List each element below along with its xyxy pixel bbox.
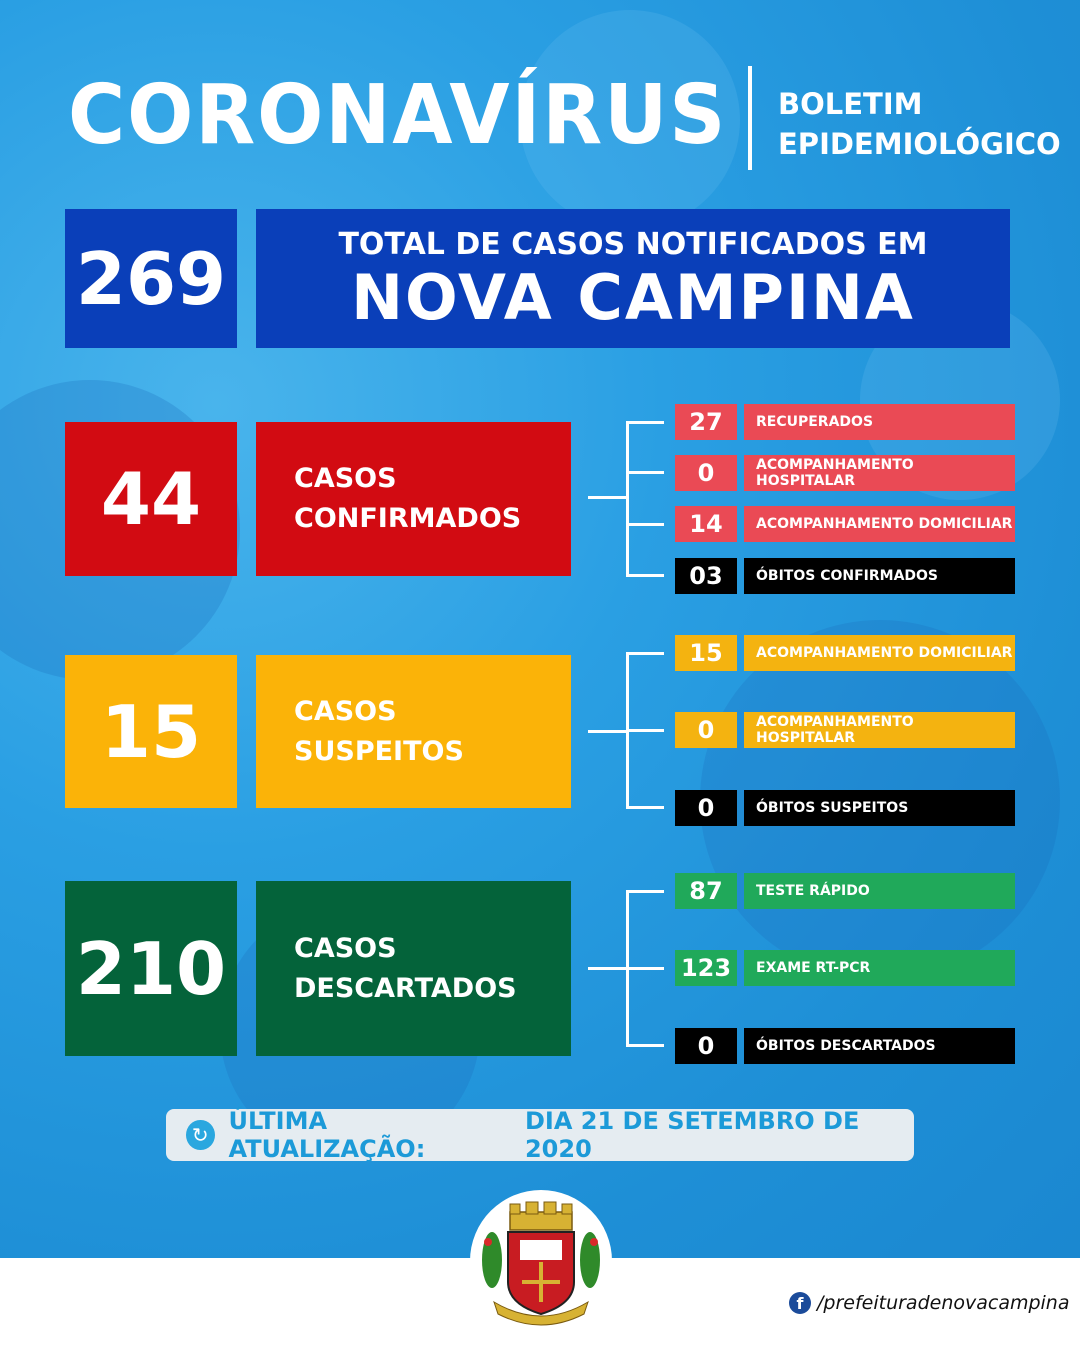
confirmed-hospital-value: 0 bbox=[675, 455, 737, 491]
total-cases-label: TOTAL DE CASOS NOTIFICADOS EM NOVA CAMPI… bbox=[256, 209, 1010, 348]
connector-line bbox=[626, 523, 664, 526]
connector-line bbox=[626, 729, 664, 732]
coat-of-arms-icon bbox=[482, 1201, 600, 1326]
last-update-bar: ↻ ÚLTIMA ATUALIZAÇÃO: DIA 21 DE SETEMBRO… bbox=[166, 1107, 914, 1163]
suspect-hospital-label: ACOMPANHAMENTO HOSPITALAR bbox=[744, 712, 1015, 748]
confirmed-label-line-2: CONFIRMADOS bbox=[294, 503, 522, 534]
connector-line bbox=[588, 967, 628, 970]
virus-background-shape bbox=[520, 10, 740, 230]
page-title: CORONAVÍRUS bbox=[68, 68, 728, 163]
connector-line bbox=[588, 730, 628, 733]
rapid-test-value: 87 bbox=[675, 873, 737, 909]
rapid-test-label: TESTE RÁPIDO bbox=[744, 873, 1015, 909]
suspect-label-line-1: CASOS bbox=[294, 695, 397, 727]
last-update-label: ÚLTIMA ATUALIZAÇÃO: bbox=[228, 1107, 426, 1163]
connector-line bbox=[626, 890, 664, 893]
confirmed-deaths-label: ÓBITOS CONFIRMADOS bbox=[744, 558, 1015, 594]
suspect-deaths-label: ÓBITOS SUSPEITOS bbox=[744, 790, 1015, 826]
connector-line bbox=[626, 652, 664, 655]
confirmed-cases-label: CASOS CONFIRMADOS bbox=[256, 422, 571, 576]
suspect-deaths-value: 0 bbox=[675, 790, 737, 826]
facebook-icon: f bbox=[789, 1292, 811, 1314]
suspect-home-value: 15 bbox=[675, 635, 737, 671]
discarded-label-line-1: CASOS bbox=[294, 932, 397, 964]
last-update-value: DIA 21 DE SETEMBRO DE 2020 bbox=[524, 1107, 860, 1163]
discarded-cases-label: CASOS DESCARTADOS bbox=[256, 881, 571, 1056]
rt-pcr-label: EXAME RT-PCR bbox=[744, 950, 1015, 986]
discarded-deaths-value: 0 bbox=[675, 1028, 737, 1064]
total-cases-value: 269 bbox=[65, 209, 237, 348]
header-subtitle: BOLETIM EPIDEMIOLÓGICO bbox=[778, 84, 1061, 164]
connector-line bbox=[626, 806, 664, 809]
discarded-cases-value: 210 bbox=[65, 881, 237, 1056]
connector-line bbox=[626, 967, 664, 970]
subtitle-line-2: EPIDEMIOLÓGICO bbox=[778, 127, 1061, 161]
suspect-label-line-2: SUSPEITOS bbox=[294, 735, 464, 767]
suspect-cases-label: CASOS SUSPEITOS bbox=[256, 655, 571, 808]
discarded-deaths-label: ÓBITOS DESCARTADOS bbox=[744, 1028, 1015, 1064]
connector-line bbox=[626, 471, 664, 474]
connector-line bbox=[626, 421, 629, 577]
suspect-home-label: ACOMPANHAMENTO DOMICILIAR bbox=[744, 635, 1015, 671]
total-label-line-1: TOTAL DE CASOS NOTIFICADOS EM bbox=[338, 226, 928, 262]
confirmed-label-line-1: CASOS bbox=[294, 463, 397, 494]
confirmed-home-value: 14 bbox=[675, 506, 737, 542]
rt-pcr-value: 123 bbox=[675, 950, 737, 986]
confirmed-hospital-label: ACOMPANHAMENTO HOSPITALAR bbox=[744, 455, 1015, 491]
header-divider bbox=[748, 66, 752, 170]
subtitle-line-1: BOLETIM bbox=[778, 87, 923, 121]
facebook-handle: /prefeituradenovacampina bbox=[817, 1292, 1070, 1314]
confirmed-home-label: ACOMPANHAMENTO DOMICILIAR bbox=[744, 506, 1015, 542]
discarded-label-line-2: DESCARTADOS bbox=[294, 972, 517, 1004]
connector-line bbox=[626, 1044, 664, 1047]
connector-line bbox=[588, 496, 628, 499]
connector-line bbox=[626, 421, 664, 424]
recovered-label: RECUPERADOS bbox=[744, 404, 1015, 440]
coat-of-arms bbox=[470, 1190, 612, 1332]
city-name: NOVA CAMPINA bbox=[351, 260, 915, 334]
confirmed-cases-value: 44 bbox=[65, 422, 237, 576]
suspect-cases-value: 15 bbox=[65, 655, 237, 808]
recovered-value: 27 bbox=[675, 404, 737, 440]
facebook-link[interactable]: f /prefeituradenovacampina bbox=[789, 1292, 1070, 1314]
refresh-icon: ↻ bbox=[186, 1120, 215, 1150]
suspect-hospital-value: 0 bbox=[675, 712, 737, 748]
confirmed-deaths-value: 03 bbox=[675, 558, 737, 594]
connector-line bbox=[626, 574, 664, 577]
